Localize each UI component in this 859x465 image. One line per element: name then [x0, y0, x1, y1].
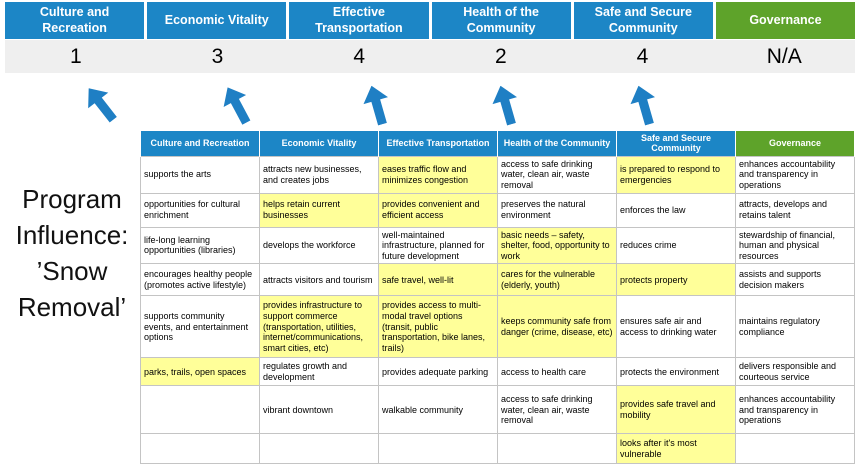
matrix-cell — [378, 433, 498, 465]
matrix-cell: walkable community — [378, 385, 498, 435]
matrix-cell: supports the arts — [140, 155, 260, 194]
matrix-cell: basic needs – safety, shelter, food, opp… — [497, 226, 617, 265]
page-title: Program Influence: ’Snow Removal’ — [2, 182, 142, 326]
matrix-cell: supports community events, and entertain… — [140, 295, 260, 359]
matrix-cell: well-maintained infrastructure, planned … — [378, 226, 498, 265]
scoreboard-scores: 1 3 4 2 4 N/A — [5, 40, 855, 73]
up-arrow-icon — [359, 82, 395, 128]
score-value-0: 1 — [69, 45, 82, 68]
matrix-cell: helps retain current businesses — [259, 192, 379, 228]
score-value-3: 2 — [495, 45, 507, 68]
matrix-cell: life-long learning opportunities (librar… — [140, 226, 260, 265]
title-line: Influence: — [15, 219, 129, 250]
matrix-cell: preserves the natural environment — [497, 192, 617, 228]
scoreboard-header-1: Economic Vitality — [147, 2, 287, 39]
influence-table-head: Culture and Recreation Economic Vitality E… — [140, 130, 855, 157]
matrix-cell: enhances accountability and transparency… — [735, 385, 855, 435]
scoreboard-header-4: Safe and Secure Community — [573, 2, 713, 39]
matrix-cell — [259, 433, 379, 465]
matrix-cell — [735, 433, 855, 465]
title-line: Removal’ — [17, 291, 127, 322]
matrix-cell: opportunities for cultural enrichment — [140, 192, 260, 228]
matrix-cell: attracts new businesses, and creates job… — [259, 155, 379, 194]
matrix-cell: vibrant downtown — [259, 385, 379, 435]
matrix-column-header-0: Culture and Recreation — [140, 130, 260, 157]
matrix-cell: protects the environment — [616, 357, 736, 387]
table-row: life-long learning opportunities (librar… — [140, 226, 855, 265]
table-row: looks after it's most vulnerable — [140, 433, 855, 465]
scoreboard: Culture and Recreation Economic Vitality E… — [5, 2, 856, 73]
score-value-4: 4 — [636, 45, 649, 68]
matrix-cell: access to health care — [497, 357, 617, 387]
score-value-1: 3 — [211, 45, 224, 68]
scoreboard-header-0: Culture and Recreation — [5, 2, 145, 39]
scoreboard-header-2: Effective Transportation — [289, 2, 429, 39]
matrix-cell: attracts visitors and tourism — [259, 263, 379, 297]
matrix-cell: eases traffic flow and minimizes congest… — [378, 155, 498, 194]
matrix-cell: provides convenient and efficient access — [378, 192, 498, 228]
matrix-cell — [140, 385, 260, 435]
matrix-cell: access to safe drinking water, clean air… — [497, 155, 617, 194]
matrix-cell: enhances accountability and transparency… — [735, 155, 855, 194]
matrix-cell — [140, 433, 260, 465]
table-row: encourages healthy people (promotes acti… — [140, 263, 855, 297]
matrix-cell: assists and supports decision makers — [735, 263, 855, 297]
table-row: parks, trails, open spaces regulates grow… — [140, 357, 855, 387]
matrix-cell: delivers responsible and courteous servi… — [735, 357, 855, 387]
matrix-cell: enforces the law — [616, 192, 736, 228]
matrix-cell: regulates growth and development — [259, 357, 379, 387]
title-line: Program — [22, 184, 122, 214]
table-row: supports the arts attracts new businesses… — [140, 155, 855, 194]
matrix-column-header-2: Effective Transportation — [378, 130, 498, 157]
matrix-column-header-5: Governance — [735, 130, 855, 157]
influence-table: Culture and Recreation Economic Vitality E… — [140, 130, 855, 465]
matrix-cell: safe travel, well-lit — [378, 263, 498, 297]
scoreboard-headers: Culture and Recreation Economic Vitality E… — [5, 2, 856, 39]
matrix-cell: is prepared to respond to emergencies — [616, 155, 736, 194]
matrix-cell: ensures safe air and access to drinking … — [616, 295, 736, 359]
matrix-cell: keeps community safe from danger (crime,… — [497, 295, 617, 359]
matrix-cell: provides infrastructure to support comme… — [259, 295, 379, 359]
up-arrow-icon — [488, 82, 524, 128]
matrix-column-header-3: Health of the Community — [497, 130, 617, 157]
matrix-cell: cares for the vulnerable (elderly, youth… — [497, 263, 617, 297]
table-row: opportunities for cultural enrichment hel… — [140, 192, 855, 228]
matrix-column-header-1: Economic Vitality — [259, 130, 379, 157]
score-value-2: 4 — [353, 45, 366, 68]
influence-table-body: supports the arts attracts new businesses… — [140, 155, 855, 465]
matrix-cell: provides access to multi-modal travel op… — [378, 295, 498, 359]
matrix-cell: reduces crime — [616, 226, 736, 265]
matrix-cell: parks, trails, open spaces — [140, 357, 260, 387]
up-arrow-icon — [216, 81, 258, 129]
table-row: vibrant downtown walkable community access… — [140, 385, 855, 435]
matrix-cell — [497, 433, 617, 465]
matrix-cell: looks after it's most vulnerable — [616, 433, 736, 465]
title-line: ’Snow — [36, 255, 108, 286]
score-value-5: N/A — [766, 45, 802, 68]
matrix-cell: attracts, develops and retains talent — [735, 192, 855, 228]
up-arrow-icon — [626, 82, 662, 128]
matrix-cell: provides safe travel and mobility — [616, 385, 736, 435]
matrix-cell: protects property — [616, 263, 736, 297]
matrix-column-header-4: Safe and Secure Community — [616, 130, 736, 157]
matrix-cell: stewardship of financial, human and phys… — [735, 226, 855, 265]
scoreboard-header-3: Health of the Community — [431, 2, 571, 39]
matrix-cell: provides adequate parking — [378, 357, 498, 387]
matrix-cell: maintains regulatory compliance — [735, 295, 855, 359]
matrix-cell: access to safe drinking water, clean air… — [497, 385, 617, 435]
scoreboard-header-5: Governance — [715, 2, 856, 39]
table-row: supports community events, and entertain… — [140, 295, 855, 359]
matrix-cell: develops the workforce — [259, 226, 379, 265]
matrix-cell: encourages healthy people (promotes acti… — [140, 263, 260, 297]
up-arrow-icon — [78, 80, 123, 128]
